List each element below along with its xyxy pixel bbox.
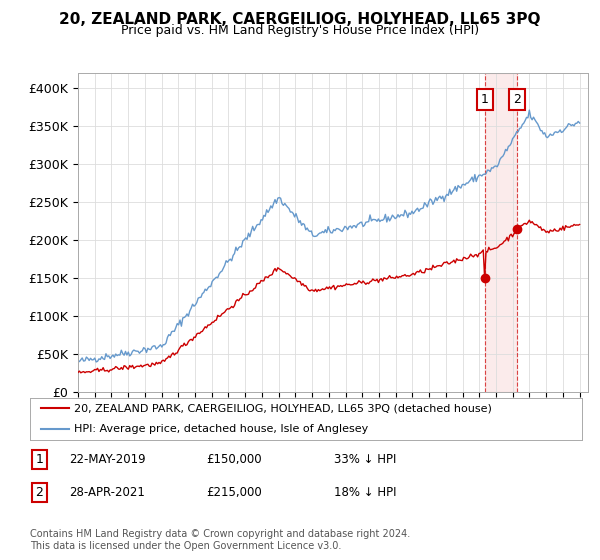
Text: £150,000: £150,000 (206, 452, 262, 466)
Text: 20, ZEALAND PARK, CAERGEILIOG, HOLYHEAD, LL65 3PQ (detached house): 20, ZEALAND PARK, CAERGEILIOG, HOLYHEAD,… (74, 403, 492, 413)
Text: £215,000: £215,000 (206, 486, 262, 500)
Text: 33% ↓ HPI: 33% ↓ HPI (334, 452, 396, 466)
Text: Contains HM Land Registry data © Crown copyright and database right 2024.
This d: Contains HM Land Registry data © Crown c… (30, 529, 410, 551)
Text: HPI: Average price, detached house, Isle of Anglesey: HPI: Average price, detached house, Isle… (74, 424, 368, 434)
Bar (485, 73, 517, 392)
Text: 2: 2 (35, 486, 43, 500)
Text: 18% ↓ HPI: 18% ↓ HPI (334, 486, 396, 500)
Text: 20, ZEALAND PARK, CAERGEILIOG, HOLYHEAD, LL65 3PQ: 20, ZEALAND PARK, CAERGEILIOG, HOLYHEAD,… (59, 12, 541, 27)
Text: 1: 1 (35, 452, 43, 466)
Text: 2: 2 (513, 93, 521, 106)
Text: 1: 1 (481, 93, 489, 106)
Text: 28-APR-2021: 28-APR-2021 (68, 486, 145, 500)
Text: 22-MAY-2019: 22-MAY-2019 (68, 452, 145, 466)
Text: Price paid vs. HM Land Registry's House Price Index (HPI): Price paid vs. HM Land Registry's House … (121, 24, 479, 37)
